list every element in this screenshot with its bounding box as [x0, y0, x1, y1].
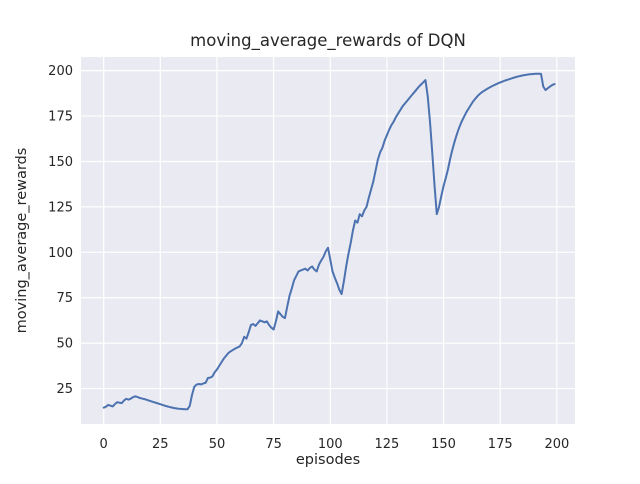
chart-title: moving_average_rewards of DQN [190, 31, 466, 51]
y-tick-label: 175 [48, 110, 73, 125]
y-tick-label: 25 [56, 382, 73, 397]
dqn-series-line [102, 72, 556, 411]
x-tick-label: 200 [544, 437, 569, 452]
x-axis-label: episodes [296, 452, 360, 468]
y-tick-label: 50 [56, 337, 73, 352]
y-tick-label: 100 [48, 246, 73, 261]
y-tick-labels: 25 50 75 100 125 150 175 200 [48, 64, 73, 397]
plot-area [81, 57, 575, 424]
y-tick-label: 75 [56, 291, 73, 306]
x-tick-label: 50 [209, 437, 226, 452]
y-tick-label: 125 [48, 200, 73, 215]
x-tick-label: 175 [488, 437, 513, 452]
x-tick-label: 0 [100, 437, 108, 452]
x-tick-label: 25 [152, 437, 169, 452]
x-tick-label: 75 [265, 437, 282, 452]
x-tick-label: 150 [431, 437, 456, 452]
x-tick-labels: 0 25 50 75 100 125 150 175 200 [100, 437, 570, 452]
y-axis-label: moving_average_rewards [14, 148, 30, 334]
y-tick-label: 200 [48, 64, 73, 79]
x-tick-label: 100 [318, 437, 343, 452]
x-tick-label: 125 [375, 437, 400, 452]
y-tick-label: 150 [48, 155, 73, 170]
